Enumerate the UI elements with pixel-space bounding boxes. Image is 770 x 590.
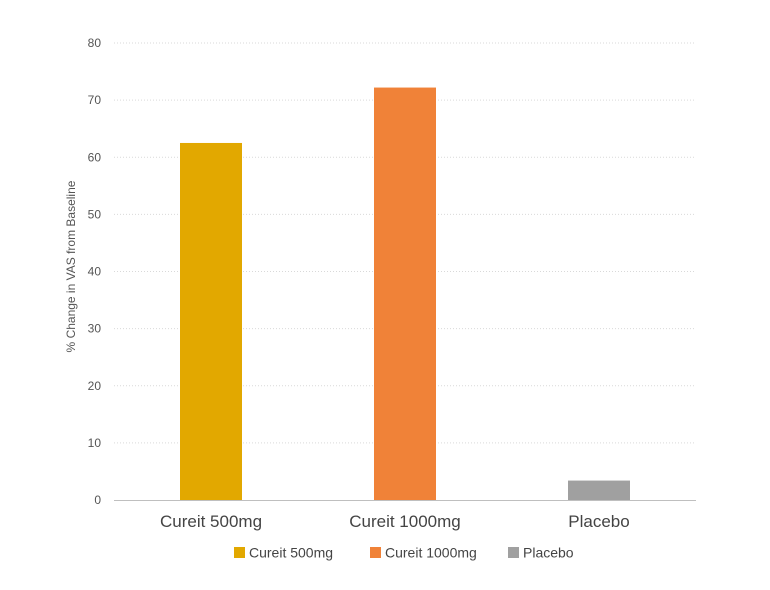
legend-item: Placebo [508, 545, 574, 561]
legend-label: Placebo [523, 545, 574, 561]
x-category-label: Placebo [568, 512, 629, 531]
x-category-label: Cureit 1000mg [349, 512, 461, 531]
y-tick-label: 30 [88, 322, 102, 336]
y-tick-label: 20 [88, 379, 102, 393]
y-tick-label: 80 [88, 36, 102, 50]
bars [180, 87, 630, 501]
y-tick-label: 10 [88, 436, 102, 450]
legend-swatch [508, 547, 519, 558]
x-category-label: Cureit 500mg [160, 512, 262, 531]
bar-cureit-500mg [180, 142, 242, 500]
y-axis-ticks: 0 10 20 30 40 50 60 70 80 [88, 36, 102, 507]
legend-item: Cureit 500mg [234, 545, 333, 561]
y-tick-label: 0 [94, 493, 101, 507]
y-tick-label: 40 [88, 265, 102, 279]
legend-label: Cureit 1000mg [385, 545, 477, 561]
bar-cureit-1000mg [374, 87, 436, 501]
y-axis-title: % Change in VAS from Baseline [64, 180, 78, 352]
x-axis-labels: Cureit 500mg Cureit 1000mg Placebo [160, 512, 630, 531]
legend-item: Cureit 1000mg [370, 545, 477, 561]
y-tick-label: 60 [88, 150, 102, 164]
y-tick-label: 50 [88, 207, 102, 221]
legend-swatch [370, 547, 381, 558]
legend: Cureit 500mg Cureit 1000mg Placebo [234, 545, 574, 561]
legend-label: Cureit 500mg [249, 545, 333, 561]
y-tick-label: 70 [88, 93, 102, 107]
legend-swatch [234, 547, 245, 558]
bar-placebo [568, 480, 630, 500]
